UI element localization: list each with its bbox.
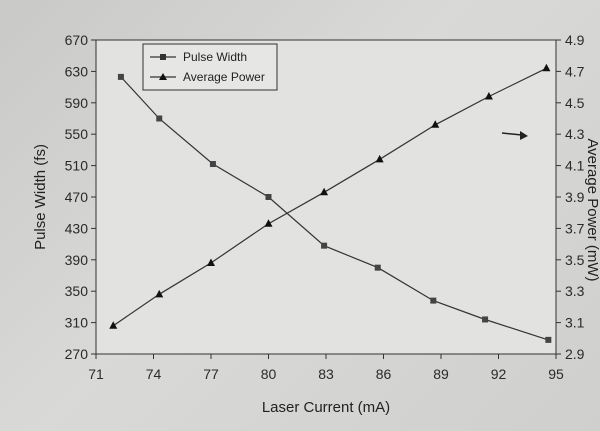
x-tick-label: 95 [548,366,564,382]
y-right-tick-label: 3.1 [565,315,585,331]
point-average-power [542,63,551,72]
y-left-tick-label: 630 [65,63,89,79]
y-right-tick-label: 3.3 [565,283,585,299]
y-right-tick-label: 3.5 [565,252,585,268]
point-pulse-width [430,297,437,304]
point-pulse-width [374,264,381,271]
y-right-tick-label: 2.9 [565,346,585,362]
plot-area [95,39,557,355]
point-average-power [109,321,118,329]
point-pulse-width [545,336,552,343]
point-pulse-width [117,73,124,80]
point-pulse-width [482,316,489,323]
point-pulse-width [156,115,163,122]
legend-marker-square [160,54,166,60]
y-axis-left-title: Pulse Width (fs) [32,144,49,250]
legend-marker-triangle [159,73,167,80]
y-axis-left: 270 310 350 390 430 470 510 550 590 630 670 [65,32,96,362]
series-layer [109,63,552,343]
y-left-tick-label: 350 [65,283,89,299]
point-pulse-width [265,194,272,200]
y-left-tick-label: 270 [65,346,89,362]
x-tick-label: 86 [376,366,392,382]
x-tick-label: 71 [88,366,104,382]
y-right-tick-label: 3.7 [565,220,585,236]
y-right-tick-label: 4.7 [565,63,585,79]
point-pulse-width [209,161,216,168]
y-left-tick-label: 510 [65,158,89,174]
point-pulse-width [321,242,328,249]
point-average-power [375,154,384,163]
point-average-power [484,92,493,100]
x-axis: 71 74 77 80 83 86 89 92 95 [88,354,564,382]
y-left-tick-label: 310 [65,315,89,331]
y-axis-right-title: Average Power (mW) [584,138,600,281]
x-tick-label: 83 [318,366,334,382]
y-axis-right: 2.9 3.1 3.3 3.5 3.7 3.9 4.1 4.3 4.5 4.7 4.9 [556,32,585,362]
x-tick-label: 92 [491,366,507,382]
legend: Pulse Width Average Power [142,43,278,91]
y-right-tick-label: 4.5 [565,95,585,111]
x-tick-label: 80 [261,366,277,382]
y-right-tick-label: 4.3 [565,126,585,142]
arrow-annotation [501,131,528,140]
y-left-tick-label: 590 [65,95,89,111]
y-left-tick-label: 430 [65,220,89,236]
x-tick-label: 77 [203,366,219,382]
legend-label-pulse-width: Pulse Width [183,50,247,64]
legend-label-average-power: Average Power [183,70,265,84]
y-left-tick-label: 670 [65,32,89,48]
y-left-tick-label: 470 [65,189,89,205]
point-average-power [155,289,164,298]
arrow-shaft [501,132,523,136]
x-tick-label: 74 [146,366,162,382]
point-average-power [431,120,440,128]
y-left-tick-label: 550 [65,126,89,142]
point-average-power [207,258,215,266]
arrow-head [520,131,528,140]
x-tick-label: 89 [433,366,449,382]
legend-box [142,43,278,91]
x-axis-title: Laser Current (mA) [262,399,390,416]
point-average-power [264,219,273,227]
y-right-tick-label: 4.9 [565,32,585,48]
y-right-tick-label: 3.9 [565,189,585,205]
point-average-power [320,187,329,196]
y-left-tick-label: 390 [65,252,89,268]
y-right-tick-label: 4.1 [565,158,585,174]
